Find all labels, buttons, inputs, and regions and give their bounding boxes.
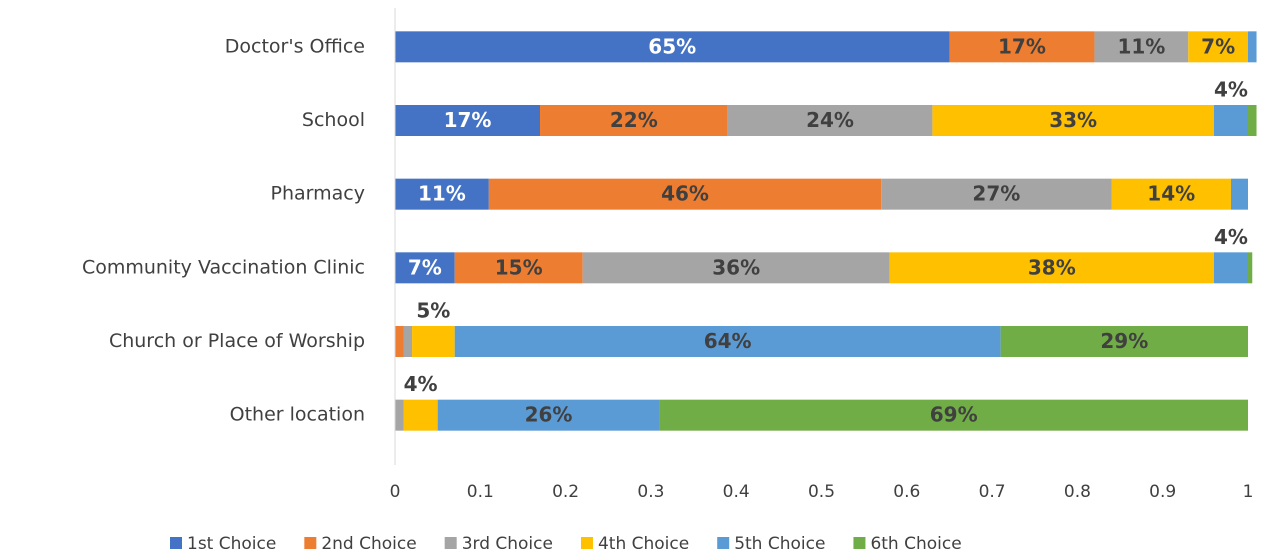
value-label: 17% bbox=[998, 34, 1046, 58]
value-label: 11% bbox=[418, 182, 466, 206]
value-label: 46% bbox=[661, 182, 709, 206]
value-label: 22% bbox=[610, 108, 658, 132]
legend-swatch bbox=[444, 537, 457, 549]
legend-label: 5th Choice bbox=[734, 534, 825, 554]
category-label: Pharmacy bbox=[271, 183, 365, 205]
bar-segment bbox=[395, 326, 404, 357]
bar-segment bbox=[1213, 105, 1248, 136]
value-label: 69% bbox=[930, 403, 978, 427]
value-label: 15% bbox=[495, 255, 543, 279]
x-tick-label: 0 bbox=[390, 482, 401, 502]
bar-segment bbox=[395, 399, 404, 431]
value-label: 38% bbox=[1028, 255, 1076, 279]
category-label: Community Vaccination Clinic bbox=[82, 256, 365, 278]
x-tick-label: 0.4 bbox=[723, 482, 750, 502]
bar-segment bbox=[395, 31, 950, 63]
bar-segment bbox=[1248, 31, 1257, 63]
bar-segment bbox=[582, 252, 890, 284]
x-tick-label: 1 bbox=[1243, 482, 1254, 502]
value-label: 27% bbox=[972, 182, 1020, 206]
bar-segment bbox=[932, 105, 1214, 136]
value-label: 24% bbox=[806, 108, 854, 132]
legend-label: 2nd Choice bbox=[321, 534, 416, 554]
value-label: 33% bbox=[1049, 108, 1097, 132]
bar-segment bbox=[1094, 31, 1189, 63]
value-label: 7% bbox=[1201, 34, 1235, 58]
bar-segment bbox=[1111, 178, 1231, 210]
value-label: 14% bbox=[1147, 182, 1195, 206]
legend-label: 3rd Choice bbox=[462, 534, 553, 554]
value-label: 64% bbox=[704, 329, 752, 353]
bar-segment bbox=[881, 178, 1112, 210]
value-label: 17% bbox=[444, 108, 492, 132]
bar-segment bbox=[659, 399, 1248, 431]
bar-segment bbox=[395, 178, 489, 210]
x-tick-label: 0.5 bbox=[808, 482, 835, 502]
legend-swatch bbox=[580, 537, 593, 549]
bar-segment bbox=[1000, 326, 1248, 357]
bar-segment bbox=[437, 399, 660, 431]
bar-segment bbox=[454, 252, 583, 284]
bar-segment bbox=[1248, 252, 1253, 284]
x-tick-label: 0.9 bbox=[1149, 482, 1176, 502]
category-label: Church or Place of Worship bbox=[109, 330, 365, 352]
value-label: 26% bbox=[525, 403, 573, 427]
bar-segment bbox=[889, 252, 1214, 284]
bar-segment bbox=[1248, 105, 1257, 136]
bar-segment bbox=[949, 31, 1095, 63]
value-label: 29% bbox=[1100, 329, 1148, 353]
category-label: Other location bbox=[230, 404, 365, 426]
value-label: 7% bbox=[408, 255, 442, 279]
bar-segment bbox=[403, 399, 438, 431]
x-tick-label: 0.6 bbox=[893, 482, 920, 502]
category-label: School bbox=[302, 109, 365, 131]
x-tick-label: 0.1 bbox=[467, 482, 494, 502]
value-label: 36% bbox=[712, 255, 760, 279]
bar-segment bbox=[403, 326, 413, 357]
value-label: 65% bbox=[648, 34, 696, 58]
bar-segment bbox=[1213, 252, 1248, 284]
value-label: 11% bbox=[1117, 34, 1165, 58]
bar-segment bbox=[540, 105, 728, 136]
bar-segment bbox=[727, 105, 933, 136]
x-tick-label: 0.3 bbox=[637, 482, 664, 502]
value-label: 4% bbox=[1214, 78, 1248, 102]
x-tick-label: 0.8 bbox=[1064, 482, 1091, 502]
x-tick-label: 0.7 bbox=[979, 482, 1006, 502]
bar-segment bbox=[395, 105, 541, 136]
bar-segment bbox=[412, 326, 455, 357]
legend-swatch bbox=[717, 537, 730, 549]
value-label: 4% bbox=[404, 372, 438, 396]
category-label: Doctor's Office bbox=[225, 35, 365, 57]
legend-label: 4th Choice bbox=[598, 534, 689, 554]
bar-segment bbox=[454, 326, 1001, 357]
legend-swatch bbox=[304, 537, 317, 549]
legend-label: 1st Choice bbox=[187, 534, 276, 554]
bar-segment bbox=[395, 252, 455, 284]
legend-swatch bbox=[853, 537, 866, 549]
x-tick-label: 0.2 bbox=[552, 482, 579, 502]
legend-swatch bbox=[170, 537, 182, 549]
bar-segment bbox=[488, 178, 882, 210]
legend-label: 6th Choice bbox=[870, 534, 961, 554]
bar-segment bbox=[1188, 31, 1248, 63]
value-label: 4% bbox=[1214, 225, 1248, 249]
bar-segment bbox=[1230, 178, 1248, 210]
value-label: 5% bbox=[416, 299, 450, 323]
